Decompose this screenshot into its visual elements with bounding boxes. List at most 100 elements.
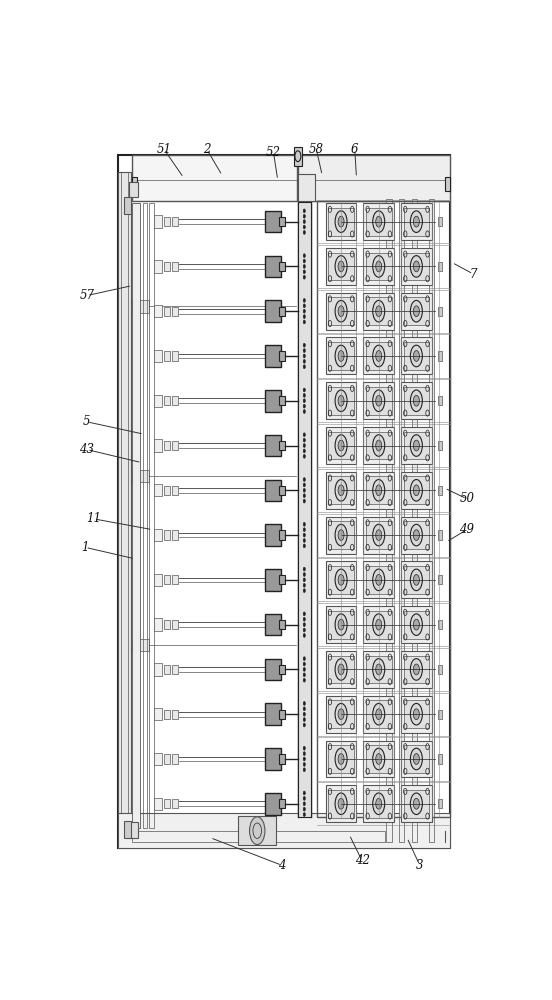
Bar bbox=[363, 741, 394, 777]
Circle shape bbox=[303, 612, 305, 616]
Bar bbox=[363, 517, 394, 554]
Circle shape bbox=[376, 261, 382, 272]
Bar bbox=[279, 486, 285, 495]
Circle shape bbox=[338, 395, 344, 406]
Bar bbox=[438, 217, 443, 226]
Bar bbox=[153, 574, 162, 586]
Bar bbox=[118, 813, 450, 848]
Bar bbox=[153, 708, 162, 720]
Bar bbox=[265, 659, 281, 680]
Bar bbox=[326, 517, 357, 554]
Bar bbox=[366, 253, 391, 280]
Bar bbox=[366, 566, 391, 594]
Circle shape bbox=[373, 614, 385, 635]
Circle shape bbox=[303, 454, 305, 458]
Circle shape bbox=[303, 449, 305, 453]
Circle shape bbox=[303, 667, 305, 671]
Circle shape bbox=[303, 343, 305, 347]
Bar bbox=[164, 217, 171, 226]
Circle shape bbox=[376, 440, 382, 451]
Circle shape bbox=[303, 807, 305, 811]
Bar bbox=[404, 432, 429, 459]
Circle shape bbox=[303, 349, 305, 353]
Circle shape bbox=[303, 433, 305, 437]
Bar bbox=[265, 569, 281, 591]
Bar bbox=[129, 182, 139, 197]
Circle shape bbox=[413, 798, 420, 809]
Bar bbox=[164, 754, 171, 764]
Bar bbox=[279, 396, 285, 405]
Bar bbox=[172, 217, 178, 226]
Bar bbox=[363, 337, 394, 374]
Circle shape bbox=[376, 574, 382, 585]
Bar bbox=[142, 203, 147, 828]
Circle shape bbox=[303, 678, 305, 682]
Bar bbox=[164, 441, 171, 450]
Circle shape bbox=[376, 709, 382, 720]
Circle shape bbox=[413, 440, 420, 451]
Bar bbox=[265, 390, 281, 412]
Bar bbox=[363, 203, 394, 240]
Text: 3: 3 bbox=[416, 859, 423, 872]
Bar bbox=[386, 199, 391, 842]
Circle shape bbox=[303, 209, 305, 213]
Bar bbox=[404, 790, 429, 818]
Text: 11: 11 bbox=[86, 512, 102, 525]
Bar bbox=[326, 248, 357, 285]
Circle shape bbox=[303, 567, 305, 571]
Circle shape bbox=[303, 359, 305, 363]
Text: 58: 58 bbox=[309, 143, 324, 156]
Bar bbox=[153, 529, 162, 541]
Circle shape bbox=[338, 351, 344, 361]
Circle shape bbox=[410, 390, 422, 412]
Circle shape bbox=[335, 703, 347, 725]
Bar bbox=[132, 639, 150, 651]
Circle shape bbox=[410, 614, 422, 635]
Bar bbox=[164, 530, 171, 540]
Bar bbox=[438, 754, 443, 764]
Bar bbox=[124, 197, 131, 214]
Circle shape bbox=[373, 345, 385, 367]
Circle shape bbox=[376, 798, 382, 809]
Circle shape bbox=[413, 709, 420, 720]
Bar bbox=[438, 665, 443, 674]
Bar bbox=[366, 656, 391, 683]
Circle shape bbox=[373, 300, 385, 322]
Text: 51: 51 bbox=[156, 143, 172, 156]
Bar bbox=[153, 798, 162, 810]
Bar bbox=[326, 472, 357, 509]
Bar bbox=[172, 710, 178, 719]
Circle shape bbox=[303, 752, 305, 756]
Bar bbox=[328, 700, 354, 728]
Circle shape bbox=[303, 578, 305, 582]
Bar bbox=[317, 201, 450, 817]
Bar bbox=[279, 620, 285, 629]
Bar bbox=[363, 427, 394, 464]
Bar bbox=[404, 342, 429, 370]
Circle shape bbox=[303, 589, 305, 593]
Bar bbox=[265, 703, 281, 725]
Bar bbox=[172, 307, 178, 316]
Bar bbox=[328, 566, 354, 594]
Circle shape bbox=[303, 365, 305, 369]
Circle shape bbox=[303, 707, 305, 711]
Circle shape bbox=[303, 354, 305, 358]
Text: 5: 5 bbox=[83, 415, 91, 428]
Bar bbox=[401, 248, 432, 285]
Circle shape bbox=[303, 304, 305, 308]
Circle shape bbox=[338, 440, 344, 451]
Circle shape bbox=[303, 410, 305, 413]
Bar bbox=[265, 211, 281, 232]
Bar bbox=[438, 620, 443, 629]
Bar bbox=[366, 611, 391, 639]
Bar bbox=[363, 785, 394, 822]
Text: 2: 2 bbox=[203, 143, 210, 156]
Bar bbox=[401, 203, 432, 240]
Bar bbox=[328, 521, 354, 549]
Bar bbox=[279, 575, 285, 584]
Bar bbox=[164, 396, 171, 405]
Bar bbox=[265, 480, 281, 501]
Bar bbox=[328, 656, 354, 683]
Circle shape bbox=[410, 480, 422, 501]
Bar bbox=[401, 785, 432, 822]
